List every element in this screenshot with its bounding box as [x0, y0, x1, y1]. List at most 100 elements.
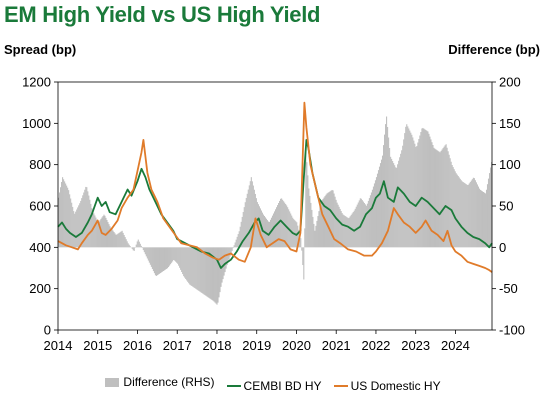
- difference-bar: [211, 247, 213, 300]
- difference-bar: [363, 202, 365, 248]
- difference-bar: [311, 209, 313, 248]
- difference-bar: [167, 247, 169, 269]
- difference-bar: [307, 175, 309, 248]
- difference-bar: [63, 179, 65, 248]
- difference-bar: [229, 247, 231, 257]
- left-tick-label: 400: [29, 240, 51, 255]
- difference-bar: [95, 217, 97, 248]
- difference-bar: [394, 165, 396, 248]
- difference-bar: [487, 178, 490, 248]
- difference-bar: [427, 131, 429, 248]
- left-tick-label: 200: [29, 281, 51, 296]
- difference-bar: [132, 247, 134, 251]
- difference-bar: [448, 154, 450, 248]
- difference-bar: [438, 151, 440, 248]
- difference-bar: [226, 247, 228, 266]
- difference-bar: [377, 170, 380, 248]
- difference-bar: [90, 203, 92, 248]
- difference-bar: [194, 247, 196, 289]
- difference-bar: [207, 247, 209, 298]
- difference-bar: [488, 173, 491, 248]
- difference-bar: [481, 191, 484, 248]
- difference-bar: [441, 149, 443, 248]
- difference-bar: [238, 231, 240, 248]
- difference-bar: [480, 190, 482, 248]
- difference-bar: [344, 215, 346, 248]
- difference-bar: [251, 181, 253, 248]
- difference-bar: [319, 206, 321, 248]
- difference-bar: [62, 177, 64, 248]
- difference-bar: [124, 237, 126, 248]
- difference-bar: [357, 202, 359, 248]
- legend-label: Difference (RHS): [123, 375, 215, 389]
- axes: 0 200 400 600 800 1000 1200 -100 -50 0 50 100 150 200…: [22, 75, 525, 354]
- difference-bar: [436, 150, 438, 248]
- series-lines: [57, 101, 493, 273]
- difference-bar: [247, 189, 249, 248]
- difference-bar: [156, 247, 159, 276]
- difference-bar: [474, 180, 476, 248]
- difference-bar: [273, 211, 276, 248]
- difference-bar: [359, 198, 361, 248]
- x-tick-label: 2020: [282, 338, 311, 353]
- difference-bar: [374, 180, 377, 248]
- difference-bar: [98, 221, 100, 248]
- difference-bar: [114, 233, 116, 248]
- difference-bar: [364, 204, 366, 248]
- difference-bar: [146, 247, 148, 259]
- difference-bar: [120, 231, 122, 248]
- difference-bar: [85, 186, 87, 248]
- difference-bar: [316, 220, 318, 248]
- difference-bar: [315, 225, 317, 248]
- left-tick-label: 0: [44, 323, 51, 338]
- legend-swatch: [333, 384, 348, 387]
- difference-bar: [426, 130, 428, 248]
- difference-bar: [116, 234, 118, 248]
- difference-bar: [169, 247, 171, 266]
- difference-bar: [181, 247, 183, 272]
- difference-bar: [379, 163, 382, 248]
- difference-bar: [462, 182, 464, 248]
- difference-bar: [340, 211, 342, 248]
- difference-bar: [60, 187, 62, 248]
- difference-bar: [317, 216, 319, 248]
- difference-bar: [137, 239, 139, 248]
- difference-bar: [435, 149, 437, 248]
- difference-bar: [415, 146, 417, 248]
- difference-bar: [93, 213, 95, 248]
- difference-bar: [444, 145, 446, 248]
- difference-bar: [258, 206, 260, 248]
- difference-bar: [234, 242, 236, 248]
- difference-bar: [310, 202, 312, 248]
- difference-bar: [473, 178, 475, 248]
- difference-bar: [389, 147, 391, 248]
- difference-bar: [157, 247, 160, 275]
- difference-bar: [183, 247, 185, 277]
- difference-bar: [376, 173, 379, 248]
- difference-bar: [236, 236, 238, 248]
- difference-bar: [206, 247, 208, 297]
- difference-bar: [73, 211, 75, 248]
- difference-bar: [162, 247, 165, 272]
- right-axis-label: Difference (bp): [448, 42, 540, 57]
- difference-bar: [301, 247, 303, 251]
- difference-bar: [368, 198, 370, 248]
- difference-bar: [79, 203, 81, 248]
- difference-bar: [223, 247, 225, 276]
- difference-bar: [180, 247, 182, 270]
- difference-bar: [279, 200, 281, 248]
- difference-bar: [138, 241, 140, 248]
- difference-bar: [66, 185, 68, 248]
- x-tick-label: 2023: [401, 338, 430, 353]
- difference-bar: [278, 203, 280, 248]
- difference-bar: [466, 184, 468, 248]
- difference-bar: [479, 189, 481, 248]
- difference-bar: [320, 201, 322, 248]
- difference-bar: [199, 247, 201, 292]
- difference-bar: [472, 177, 474, 248]
- difference-bar: [225, 247, 227, 269]
- difference-bar: [246, 193, 248, 248]
- difference-bar: [152, 247, 154, 272]
- difference-bar: [326, 193, 328, 248]
- difference-bar: [478, 188, 480, 248]
